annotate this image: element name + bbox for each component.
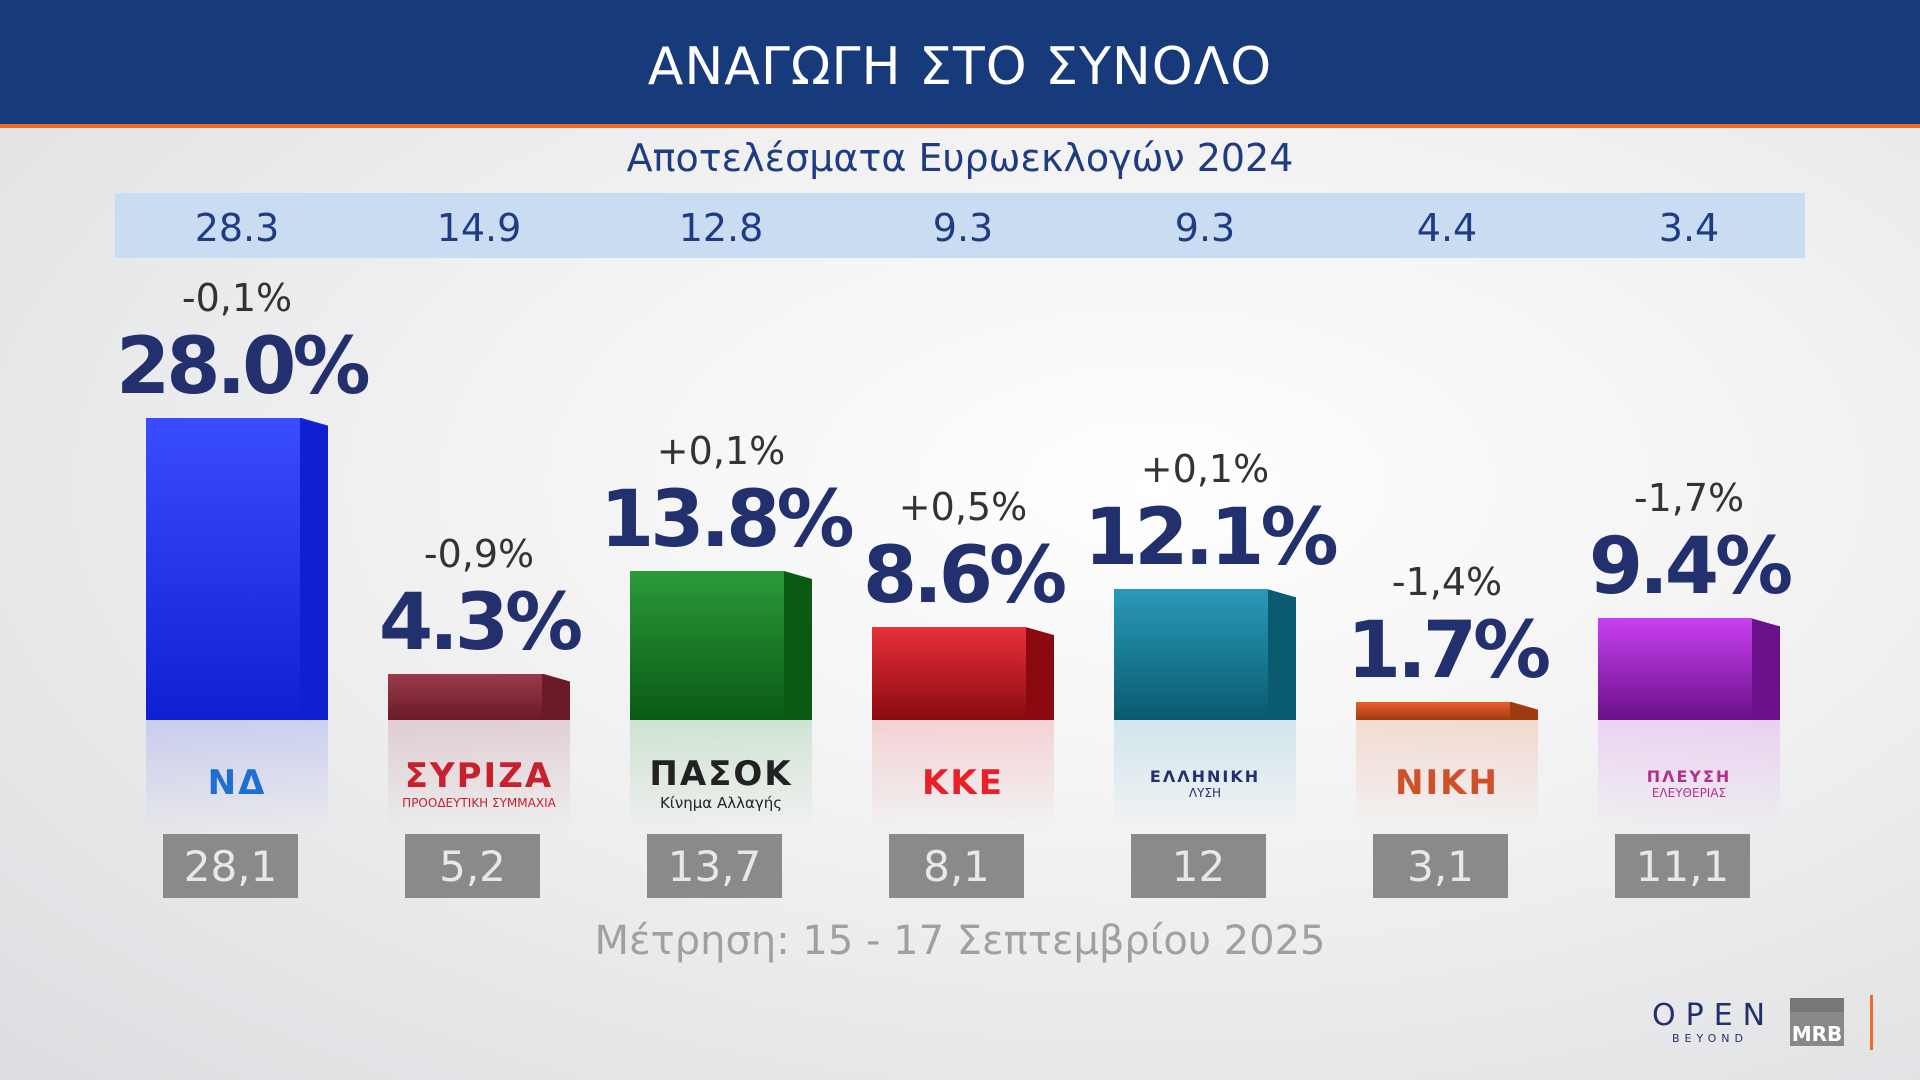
logo-text: ΠΛΕΥΣΗ (1646, 766, 1732, 786)
bar-side-cap (300, 417, 328, 428)
logo-subtext: ΠΡΟΟΔΕΥΤΙΚΗ ΣΥΜΜΑΧΙΑ (402, 796, 556, 810)
logo-subtext: ΛΥΣΗ (1188, 785, 1222, 800)
bar (146, 417, 300, 720)
change-label: -1,4% (1391, 559, 1503, 604)
euro-2024-value: 9.3 (932, 206, 994, 250)
euro-2024-value: 28.3 (194, 206, 280, 250)
previous-value: 13,7 (647, 834, 782, 898)
bar-side (1026, 635, 1054, 720)
euro-2024-value: 4.4 (1416, 206, 1478, 250)
party-column: 28.0% -0,1% ΝΔ 28,1 (116, 0, 388, 1080)
euro-2024-value: 14.9 (436, 206, 522, 250)
bar-reflection (630, 720, 812, 830)
party-column: 12.1% +0,1% ΕΛΛΗΝΙΚΗ ΛΥΣΗ 12 (1084, 0, 1356, 1080)
bar-reflection (388, 720, 570, 830)
party-logo: ΠΑΣΟΚ Κίνημα Αλλαγής (620, 748, 822, 818)
party-logo: ΚΚΕ (862, 748, 1064, 818)
logo-text: ΝΔ (207, 763, 267, 803)
survey-date: Μέτρηση: 15 - 17 Σεπτεμβρίου 2025 (594, 918, 1326, 964)
previous-value: 11,1 (1615, 834, 1750, 898)
subtitle: Αποτελέσματα Ευρωεκλογών 2024 (626, 136, 1294, 180)
party-column: 13.8% +0,1% ΠΑΣΟΚ Κίνημα Αλλαγής 13,7 (600, 0, 872, 1080)
previous-value: 8,1 (889, 834, 1024, 898)
logo-text: ΝΙΚΗ (1395, 763, 1499, 803)
party-logo: ΝΔ (136, 748, 338, 818)
party-logo: ΠΛΕΥΣΗ ΕΛΕΥΘΕΡΙΑΣ (1588, 748, 1790, 818)
bar (1356, 701, 1510, 720)
bar-side-cap (1268, 589, 1296, 600)
bar-side (1752, 626, 1780, 720)
party-column: 1.7% -1,4% ΝΙΚΗ 3,1 (1347, 0, 1598, 1080)
change-label: -1,7% (1633, 476, 1745, 521)
euro-2024-value: 12.8 (678, 206, 764, 250)
bar (630, 570, 784, 720)
bar-side-cap (784, 570, 812, 581)
party-column: 4.3% -0,9% ΣΥΡΙΖΑ ΠΡΟΟΔΕΥΤΙΚΗ ΣΥΜΜΑΧΙΑ 5… (379, 0, 630, 1080)
bar-reflection (1598, 720, 1780, 830)
value-label: 4.3% (378, 577, 583, 668)
logo-text: ΚΚΕ (922, 763, 1004, 803)
value-label: 9.4% (1588, 522, 1793, 613)
logo-text: ΕΛΛΗΝΙΚΗ (1149, 766, 1261, 786)
open-beyond-text: BEYOND (1672, 1032, 1748, 1045)
bar-reflection (872, 720, 1054, 830)
bar-side (300, 425, 328, 720)
party-logo: ΕΛΛΗΝΙΚΗ ΛΥΣΗ (1104, 748, 1306, 818)
divider (1870, 995, 1873, 1050)
bar (388, 673, 542, 720)
bar-side-cap (542, 673, 570, 684)
previous-value: 5,2 (405, 834, 540, 898)
value-label: 8.6% (862, 531, 1067, 622)
bar-side-cap (1752, 618, 1780, 629)
value-label: 1.7% (1346, 605, 1551, 696)
change-label: -0,1% (181, 275, 293, 320)
bar-side (1268, 597, 1296, 720)
bar (1598, 618, 1752, 720)
previous-value: 3,1 (1373, 834, 1508, 898)
logo-subtext: Κίνημα Αλλαγής (659, 794, 783, 812)
header-bar: ΑΝΑΓΩΓΗ ΣΤΟ ΣΥΝΟΛΟ (0, 0, 1920, 128)
bar-side-cap (1026, 627, 1054, 638)
mrb-logo: MRB (1790, 998, 1844, 1046)
value-label: 28.0% (116, 321, 371, 412)
bar (872, 627, 1026, 720)
change-label: +0,1% (656, 428, 786, 473)
previous-value: 12 (1131, 834, 1266, 898)
bar-side (1510, 709, 1538, 720)
previous-value: 28,1 (163, 834, 298, 898)
change-label: +0,1% (1140, 447, 1270, 492)
party-logo: ΝΙΚΗ (1346, 748, 1548, 818)
bar-reflection (1356, 720, 1538, 830)
bar-reflection (146, 720, 328, 830)
value-label: 13.8% (600, 474, 855, 565)
bar (1114, 589, 1268, 720)
party-column: 8.6% +0,5% ΚΚΕ 8,1 (863, 0, 1114, 1080)
euro-2024-value: 9.3 (1174, 206, 1236, 250)
bar-side (784, 578, 812, 720)
logo-text: ΣΥΡΙΖΑ (404, 756, 554, 796)
euro-2024-band: 28.3 14.9 12.8 9.3 9.3 4.4 3.4 (115, 193, 1805, 258)
page-title: ΑΝΑΓΩΓΗ ΣΤΟ ΣΥΝΟΛΟ (647, 37, 1273, 97)
change-label: -0,9% (423, 531, 535, 576)
logo-subtext: ΕΛΕΥΘΕΡΙΑΣ (1651, 785, 1727, 800)
change-label: +0,5% (898, 485, 1028, 530)
bar-side (542, 681, 570, 720)
open-logo: OPEN (1652, 998, 1776, 1033)
logo-text: ΠΑΣΟΚ (649, 754, 793, 794)
euro-2024-value: 3.4 (1658, 206, 1720, 250)
party-logo: ΣΥΡΙΖΑ ΠΡΟΟΔΕΥΤΙΚΗ ΣΥΜΜΑΧΙΑ (378, 748, 580, 818)
bar-side-cap (1510, 701, 1538, 712)
party-column: 9.4% -1,7% ΠΛΕΥΣΗ ΕΛΕΥΘΕΡΙΑΣ 11,1 (1589, 0, 1840, 1080)
value-label: 12.1% (1084, 493, 1339, 584)
bar-reflection (1114, 720, 1296, 830)
